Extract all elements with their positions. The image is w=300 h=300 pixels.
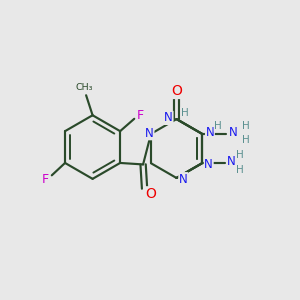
Text: N: N bbox=[227, 155, 236, 168]
Text: O: O bbox=[171, 84, 182, 98]
Text: N: N bbox=[204, 158, 213, 171]
Text: H: H bbox=[242, 135, 250, 145]
Text: H: H bbox=[181, 108, 189, 118]
Text: H: H bbox=[236, 165, 244, 175]
Text: F: F bbox=[137, 109, 144, 122]
Text: H: H bbox=[214, 122, 222, 131]
Text: H: H bbox=[236, 150, 244, 160]
Text: CH₃: CH₃ bbox=[76, 83, 93, 92]
Text: N: N bbox=[229, 125, 237, 139]
Text: N: N bbox=[179, 172, 188, 186]
Text: H: H bbox=[242, 121, 250, 130]
Text: N: N bbox=[206, 126, 214, 139]
Text: F: F bbox=[42, 173, 49, 186]
Text: O: O bbox=[146, 187, 157, 201]
Text: N: N bbox=[164, 111, 173, 124]
Text: N: N bbox=[145, 127, 154, 140]
